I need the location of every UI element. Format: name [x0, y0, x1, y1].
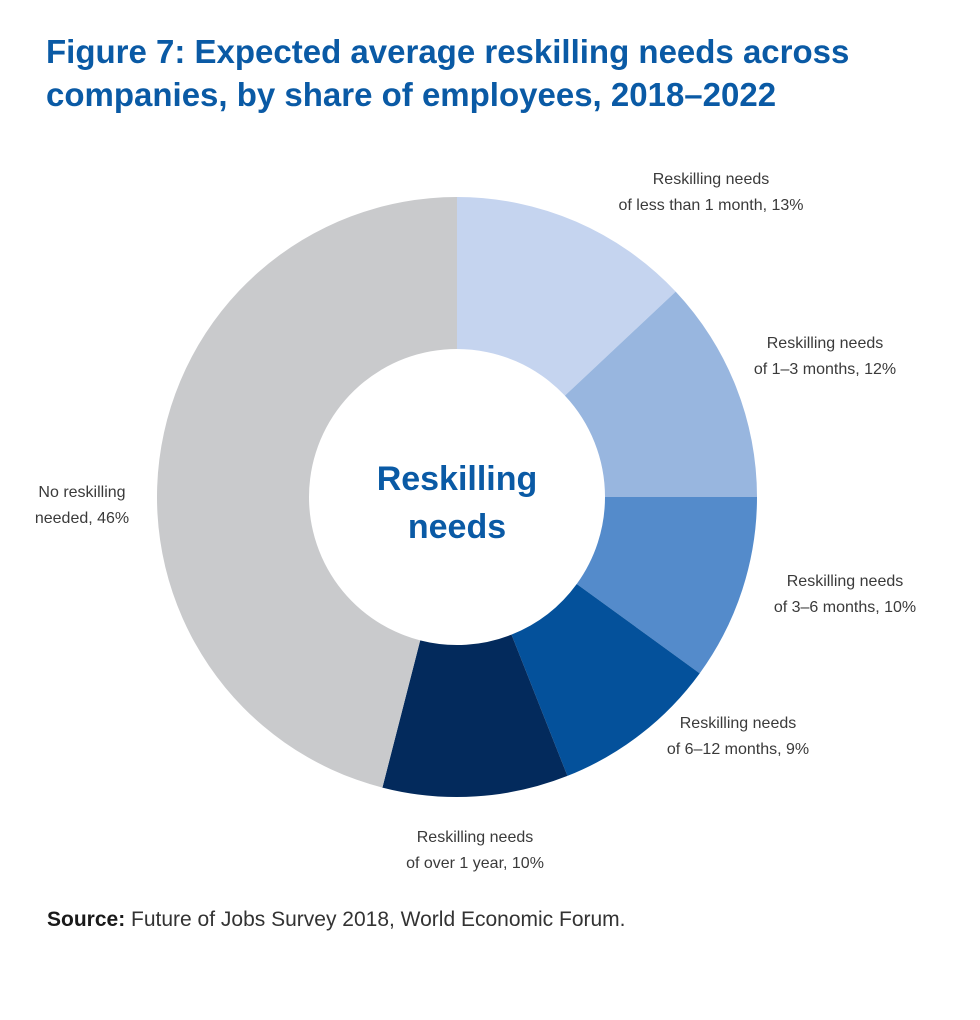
slice-label-6: No reskilling needed, 46%: [35, 484, 129, 527]
center-label-line-1: Reskilling: [377, 460, 538, 498]
donut-slices: [157, 197, 757, 797]
slice-label-5-line-2: of over 1 year, 10%: [406, 855, 544, 872]
slice-label-5-line-1: Reskilling needs: [417, 829, 534, 846]
center-label-line-2: needs: [408, 508, 506, 546]
source-text: Future of Jobs Survey 2018, World Econom…: [125, 908, 626, 931]
donut-slice-1: [457, 197, 676, 396]
chart-title-line-1: Figure 7: Expected average reskilling ne…: [46, 33, 850, 70]
slice-label-5: Reskilling needs of over 1 year, 10%: [406, 829, 544, 872]
donut-slice-2: [564, 291, 757, 497]
donut-slice-6: [157, 197, 457, 788]
slice-label-3: Reskilling needs of 3–6 months, 10%: [774, 573, 916, 616]
slice-label-3-line-2: of 3–6 months, 10%: [774, 599, 916, 616]
source-note: Source: Future of Jobs Survey 2018, Worl…: [47, 908, 626, 932]
donut-slice-4: [511, 583, 700, 776]
slice-label-1-line-1: Reskilling needs: [653, 171, 770, 188]
slice-label-2-line-2: of 1–3 months, 12%: [754, 361, 896, 378]
slice-label-4-line-1: Reskilling needs: [680, 715, 797, 732]
slice-label-4-line-2: of 6–12 months, 9%: [667, 741, 809, 758]
chart-title-line-2: companies, by share of employees, 2018–2…: [46, 76, 777, 113]
donut-slice-3: [576, 497, 757, 674]
donut-slice-5: [382, 634, 568, 797]
slice-label-2: Reskilling needs of 1–3 months, 12%: [754, 335, 896, 378]
slice-label-1: Reskilling needs of less than 1 month, 13…: [619, 171, 804, 214]
slice-label-3-line-1: Reskilling needs: [787, 573, 904, 590]
source-label: Source:: [47, 908, 126, 931]
slice-label-4: Reskilling needs of 6–12 months, 9%: [667, 715, 809, 758]
slice-labels: Reskilling needs of less than 1 month, 13…: [35, 171, 916, 872]
slice-label-6-line-2: needed, 46%: [35, 510, 129, 527]
slice-label-1-line-2: of less than 1 month, 13%: [619, 197, 804, 214]
slice-label-2-line-1: Reskilling needs: [767, 335, 884, 352]
chart-title: Figure 7: Expected average reskilling ne…: [46, 30, 946, 116]
slice-label-6-line-1: No reskilling: [38, 484, 125, 501]
